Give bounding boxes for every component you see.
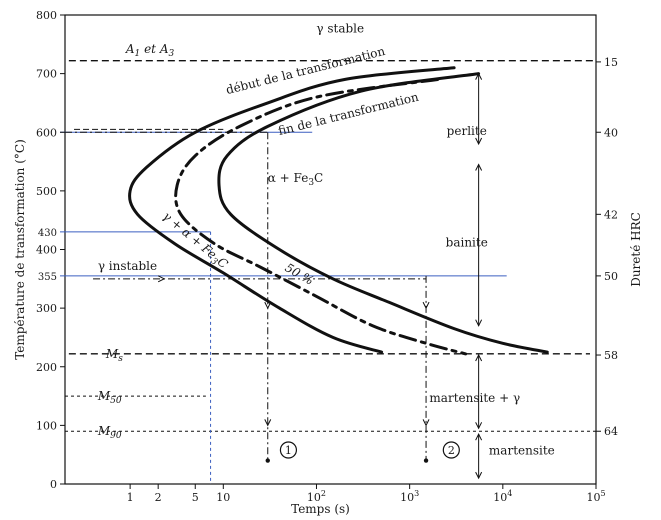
plot-frame [64, 14, 597, 485]
hrc-tick-label: 50 [604, 270, 618, 283]
y-tick-label: 500 [36, 185, 57, 198]
y-axis-title: Température de transformation (°C) [13, 139, 27, 360]
label-m50: M50 [97, 389, 122, 406]
cooling-path-dot-2 [423, 458, 429, 463]
cooling-arrow-1 [264, 301, 272, 310]
label-martensite-gamma: martensite + γ [429, 391, 520, 405]
x-tick-label: 104 [493, 489, 512, 504]
cooling-path-dot-1 [265, 458, 270, 463]
y2-axis-title: Dureté HRC [629, 212, 643, 287]
label-gamma-stable: γ stable [316, 22, 364, 36]
x-tick-label: 2 [155, 491, 162, 504]
arrow-bainite-head [475, 163, 483, 171]
hrc-tick-label: 58 [604, 349, 618, 362]
arrow-perlite-head [475, 137, 483, 146]
label-fifty-percent: 50 % [283, 260, 316, 287]
arrow-martensite-head [475, 471, 483, 480]
x-tick-label: 102 [307, 489, 326, 504]
path-marker-label-2: 2 [448, 444, 455, 457]
y-tick-label: 800 [36, 9, 57, 22]
label-bainite: bainite [446, 236, 488, 250]
y-tick-label: 200 [36, 361, 57, 374]
label-m90: M90 [97, 424, 122, 441]
x-tick-label: 5 [192, 491, 199, 504]
y-tick-label: 400 [36, 244, 57, 257]
hrc-tick-label: 64 [604, 425, 618, 438]
y-tick-label: 700 [36, 68, 57, 81]
path-marker-label-1: 1 [285, 444, 292, 457]
arrow-martensite-head [475, 433, 483, 441]
y-extra-tick-label: 430 [38, 228, 57, 239]
cooling-arrow-1 [264, 419, 272, 427]
label-ms: Ms [105, 347, 123, 364]
cooling-arrow-2 [422, 419, 430, 427]
curve-fin [217, 72, 549, 354]
path-marker-circle-2 [442, 441, 460, 459]
arrow-martensite-gamma-head [475, 422, 483, 430]
arrow-bainite-head [475, 319, 483, 327]
path-marker-circle-1 [279, 441, 298, 459]
label-perlite: perlite [447, 124, 487, 138]
arrow-martensite-gamma-head [475, 353, 483, 362]
y-tick-label: 600 [36, 126, 57, 139]
label-gamma-instable: γ instable [98, 259, 157, 273]
x-tick-label: 10 [216, 491, 230, 504]
y-extra-tick-label: 355 [38, 272, 57, 283]
x-tick-label: 105 [586, 489, 605, 504]
hrc-tick-label: 42 [604, 208, 618, 221]
cooling-arrow-2 [422, 301, 430, 310]
label-martensite: martensite [489, 444, 555, 458]
y-tick-label: 300 [36, 302, 57, 315]
y-tick-label: 0 [50, 478, 57, 491]
x-axis-title: Temps (s) [291, 502, 350, 516]
hrc-tick-label: 15 [604, 56, 618, 69]
y-tick-label: 100 [36, 419, 57, 432]
x-tick-label: 103 [400, 489, 419, 504]
gamma-instable-arrow [157, 275, 166, 283]
curve-fifty-percent [174, 78, 468, 356]
label-alpha-fe3c: α + Fe3C [268, 171, 323, 188]
curve-debut [128, 66, 456, 354]
arrow-perlite-head [475, 72, 483, 80]
x-tick-label: 1 [127, 491, 134, 504]
label-a1-a3: A1 et A3 [125, 42, 175, 59]
hrc-tick-label: 40 [604, 126, 618, 139]
